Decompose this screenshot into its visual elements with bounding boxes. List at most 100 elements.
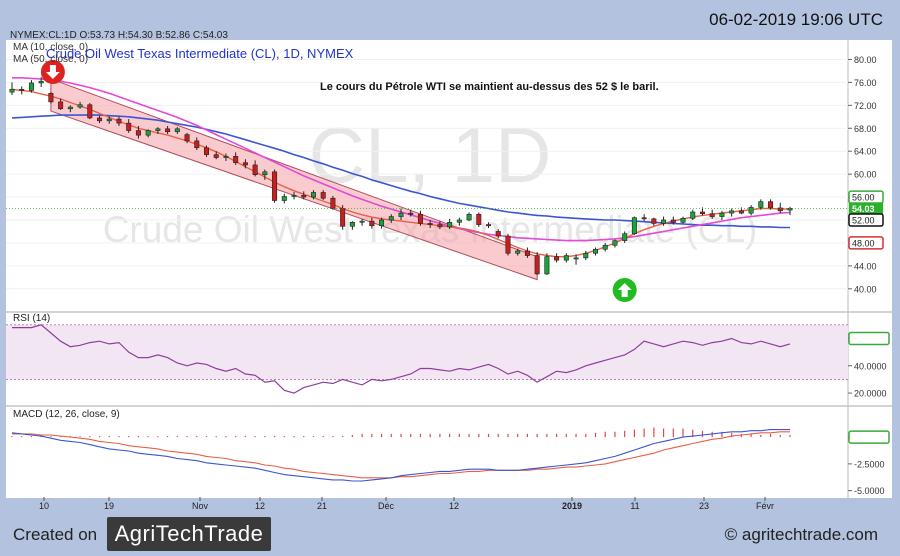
candle-body — [145, 130, 151, 136]
candle-body — [135, 130, 141, 136]
candle-body — [505, 235, 511, 254]
price-tag-label: 56.00 — [852, 193, 875, 203]
rsi-y-tick-label: 40.0000 — [854, 361, 887, 371]
candle-body — [563, 255, 569, 261]
ma-short-line — [11, 88, 790, 258]
price-tag-label: 52.00 — [852, 216, 875, 226]
candle-body — [515, 250, 521, 254]
macd-tag-box — [848, 430, 890, 444]
candle-body — [408, 212, 414, 215]
x-tick-label: 10 — [39, 501, 49, 511]
candle-body — [437, 224, 443, 228]
candle-body — [126, 122, 132, 131]
candle-body — [398, 212, 404, 217]
candle-body — [340, 208, 346, 227]
candle-body — [768, 201, 774, 209]
x-tick-label: Nov — [192, 501, 209, 511]
candle-body — [592, 248, 598, 254]
y-tick-label: 44.00 — [854, 261, 877, 271]
footer-bar: Created on AgriTechTrade © agritechtrade… — [0, 512, 900, 556]
timestamp: 06-02-2019 19:06 UTC — [709, 10, 883, 29]
x-tick-label: 19 — [104, 501, 114, 511]
macd-line — [11, 429, 790, 482]
y-tick-label: 64.00 — [854, 147, 877, 157]
axis-panel — [848, 40, 892, 498]
candle-body — [544, 256, 550, 275]
candle-body — [417, 213, 423, 224]
candle-body — [495, 231, 501, 237]
x-axis: 10 19 Nov 12 21 Déc 12 2019 11 23 Févr — [39, 497, 774, 511]
candle-body — [242, 162, 248, 166]
price-tag-box — [848, 213, 884, 227]
candle-body — [379, 219, 385, 227]
candle-body — [554, 256, 560, 261]
candle-body — [388, 216, 394, 221]
signals — [40, 60, 637, 302]
candle-body — [777, 207, 783, 212]
candle-body — [106, 118, 112, 122]
candle-body — [670, 219, 676, 223]
candle-body — [612, 240, 618, 246]
candle-body — [330, 197, 336, 209]
price-tag-box — [848, 236, 884, 250]
candle-body — [262, 171, 268, 176]
candle-body — [87, 104, 93, 119]
candle-body — [476, 213, 482, 225]
candle-body — [252, 164, 258, 176]
candle-body — [174, 128, 180, 133]
candle-body — [67, 106, 73, 110]
copyright-text: © agritechtrade.com — [724, 525, 878, 544]
candle-body — [466, 213, 472, 221]
down-arrow-icon — [45, 65, 60, 79]
agritechtrade-logo[interactable]: AgriTechTrade — [107, 517, 271, 551]
legend-ma-10: MA (10, close, 0) — [13, 42, 88, 53]
candle-body — [661, 219, 667, 224]
candle-body — [272, 171, 278, 201]
macd-signal-line — [12, 431, 790, 479]
candle-body — [9, 88, 15, 93]
x-tick-label: 11 — [630, 501, 639, 511]
candle-body — [58, 101, 64, 110]
candle-body — [456, 219, 462, 223]
y-tick-label: 72.00 — [854, 101, 877, 111]
candle-body — [28, 82, 34, 91]
x-tick-label: Déc — [378, 501, 395, 511]
candle-body — [447, 221, 453, 228]
candle-body — [359, 220, 365, 223]
candle-body — [233, 156, 239, 163]
watermark-big: CL, 1D — [309, 111, 552, 199]
y-tick-label: 40.00 — [854, 284, 877, 294]
candle-body — [583, 252, 589, 259]
candle-body — [320, 192, 326, 199]
candle-body — [155, 128, 161, 131]
candle-body — [369, 220, 375, 227]
x-tick-label: 12 — [449, 501, 459, 511]
candle-body — [758, 201, 764, 208]
candle-body — [729, 210, 735, 214]
candle-body — [204, 147, 210, 155]
rsi-y-tick-label: 20.0000 — [854, 389, 887, 399]
candle-body — [97, 117, 103, 122]
candle-body — [573, 257, 579, 260]
candle-body — [690, 211, 696, 219]
y-tick-label: 60.00 — [854, 170, 877, 180]
candle-body — [709, 213, 715, 217]
rsi-line — [12, 324, 791, 394]
macd-y-tick-label: -5.0000 — [854, 486, 885, 496]
y-tick-label: 80.00 — [854, 55, 877, 65]
legend-ma-50: MA (50, close, 0) — [13, 54, 88, 65]
candle-body — [184, 134, 190, 142]
y-tick-label: 76.00 — [854, 78, 877, 88]
up-arrow-icon — [617, 283, 632, 297]
candle-body — [748, 207, 754, 214]
rsi-band — [6, 324, 848, 380]
price-tag-bg — [849, 202, 883, 215]
candles — [9, 77, 793, 276]
candle-body — [281, 196, 287, 201]
candle-body — [622, 233, 628, 241]
candle-body — [38, 80, 44, 84]
x-tick-label: Févr — [756, 501, 774, 511]
macd-y-tick-label: -2.5000 — [854, 459, 885, 469]
